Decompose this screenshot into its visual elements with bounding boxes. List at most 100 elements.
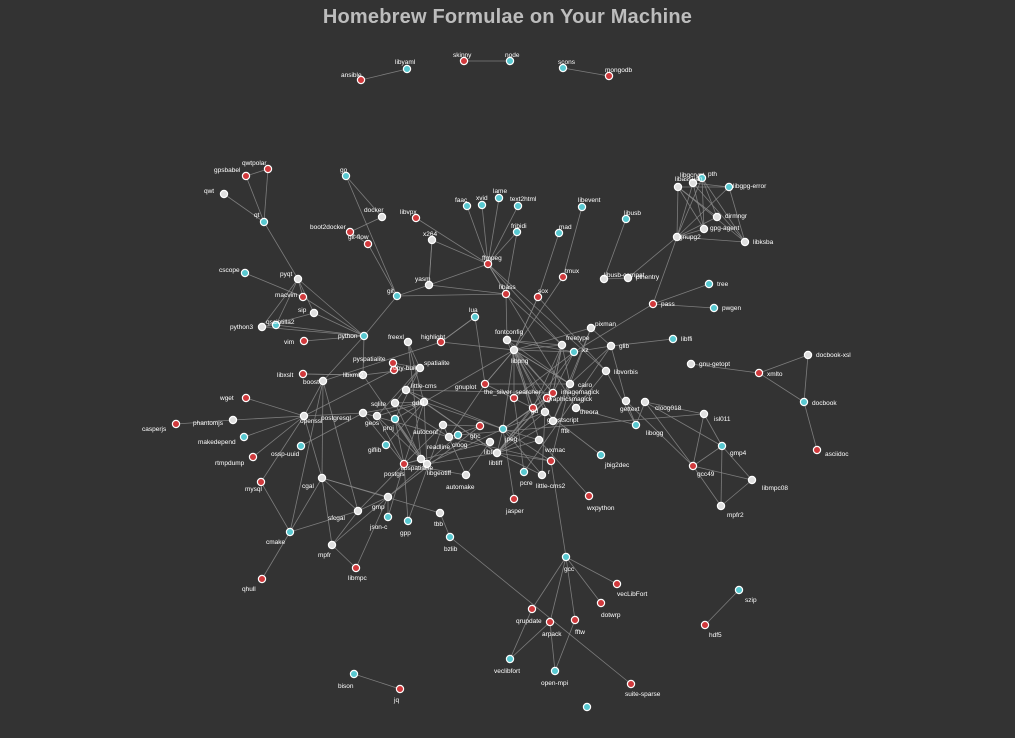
graph-node[interactable]: open-mpi bbox=[541, 666, 568, 687]
graph-node[interactable]: libmpc08 bbox=[747, 475, 788, 492]
graph-node[interactable]: qt bbox=[254, 212, 269, 227]
graph-node[interactable]: casperjs bbox=[142, 419, 181, 433]
node-dot[interactable] bbox=[219, 189, 229, 199]
node-dot[interactable] bbox=[558, 272, 568, 282]
node-dot[interactable] bbox=[480, 379, 490, 389]
node-dot[interactable] bbox=[686, 359, 696, 369]
graph-node[interactable]: dirmngr bbox=[712, 212, 748, 222]
node-dot[interactable] bbox=[501, 289, 511, 299]
node-dot[interactable] bbox=[626, 679, 636, 689]
node-dot[interactable] bbox=[317, 473, 327, 483]
graph-node[interactable]: node bbox=[505, 52, 520, 66]
node-dot[interactable] bbox=[483, 259, 493, 269]
node-dot[interactable] bbox=[569, 347, 579, 357]
node-dot[interactable] bbox=[571, 403, 581, 413]
graph-node[interactable]: libmpc bbox=[348, 563, 368, 582]
graph-node[interactable]: python3 bbox=[230, 322, 267, 332]
node-dot[interactable] bbox=[436, 337, 446, 347]
graph-node[interactable]: mongodb bbox=[604, 67, 632, 81]
graph-node[interactable]: gdal bbox=[412, 397, 429, 407]
node-dot[interactable] bbox=[747, 475, 757, 485]
node-dot[interactable] bbox=[383, 512, 393, 522]
node-dot[interactable] bbox=[435, 508, 445, 518]
graph-node[interactable]: cloog018 bbox=[640, 397, 682, 412]
node-dot[interactable] bbox=[565, 379, 575, 389]
node-dot[interactable] bbox=[345, 227, 355, 237]
node-dot[interactable] bbox=[416, 454, 426, 464]
graph-node[interactable]: cgal bbox=[302, 473, 327, 490]
node-dot[interactable] bbox=[540, 407, 550, 417]
graph-node[interactable]: little-cms2 bbox=[536, 470, 566, 490]
graph-node[interactable]: asciidoc bbox=[812, 445, 849, 458]
graph-node[interactable]: git-flow bbox=[348, 234, 373, 249]
graph-node[interactable]: qscintilla2 bbox=[266, 319, 295, 330]
graph-node[interactable]: jpeg bbox=[498, 424, 518, 443]
node-dot[interactable] bbox=[356, 75, 366, 85]
node-dot[interactable] bbox=[358, 370, 368, 380]
graph-node[interactable]: qwtpolar bbox=[242, 160, 273, 174]
node-dot[interactable] bbox=[612, 579, 622, 589]
node-dot[interactable] bbox=[688, 178, 698, 188]
node-dot[interactable] bbox=[604, 71, 614, 81]
node-dot[interactable] bbox=[528, 403, 538, 413]
node-dot[interactable] bbox=[403, 516, 413, 526]
node-dot[interactable] bbox=[318, 376, 328, 386]
graph-node[interactable]: libass bbox=[499, 284, 516, 299]
node-dot[interactable] bbox=[298, 369, 308, 379]
graph-node[interactable]: gettext bbox=[620, 396, 640, 413]
graph-node[interactable]: text2html bbox=[510, 196, 537, 211]
node-dot[interactable] bbox=[596, 598, 606, 608]
graph-node[interactable]: tbb bbox=[434, 508, 445, 528]
graph-node[interactable]: libusb bbox=[621, 210, 641, 224]
graph-node[interactable]: gpsbabel bbox=[214, 167, 251, 181]
node-dot[interactable] bbox=[505, 654, 515, 664]
node-dot[interactable] bbox=[545, 617, 555, 627]
graph-node[interactable]: suite-sparse bbox=[625, 679, 661, 698]
node-dot[interactable] bbox=[621, 214, 631, 224]
graph-node[interactable]: libksba bbox=[740, 237, 774, 247]
graph-node[interactable]: rtmpdump bbox=[215, 452, 258, 467]
graph-node[interactable]: proj bbox=[383, 414, 400, 432]
graph-node[interactable]: wxmac bbox=[534, 435, 566, 454]
graph-node[interactable]: openssl bbox=[299, 411, 323, 425]
graph-node[interactable]: libevent bbox=[577, 197, 601, 212]
graph-node[interactable]: gcc bbox=[561, 552, 575, 573]
node-dot[interactable] bbox=[427, 235, 437, 245]
node-dot[interactable] bbox=[533, 292, 543, 302]
node-dot[interactable] bbox=[445, 532, 455, 542]
graph-node[interactable]: gd bbox=[528, 403, 539, 415]
graph-node[interactable]: vim bbox=[284, 336, 309, 346]
node-dot[interactable] bbox=[392, 291, 402, 301]
graph-node[interactable]: gpg-agent bbox=[699, 224, 739, 234]
node-dot[interactable] bbox=[241, 171, 251, 181]
node-dot[interactable] bbox=[570, 615, 580, 625]
graph-node[interactable]: freetype bbox=[557, 335, 590, 350]
graph-node[interactable]: vecLibFort bbox=[612, 579, 648, 598]
graph-node[interactable]: jbig2dec bbox=[596, 450, 630, 469]
node-dot[interactable] bbox=[381, 440, 391, 450]
node-dot[interactable] bbox=[263, 164, 273, 174]
node-dot[interactable] bbox=[438, 420, 448, 430]
node-dot[interactable] bbox=[734, 585, 744, 595]
node-dot[interactable] bbox=[542, 393, 552, 403]
node-dot[interactable] bbox=[419, 397, 429, 407]
node-dot[interactable] bbox=[596, 450, 606, 460]
node-dot[interactable] bbox=[502, 335, 512, 345]
graph-node[interactable]: docbook-xsl bbox=[803, 350, 851, 360]
node-dot[interactable] bbox=[712, 212, 722, 222]
node-dot[interactable] bbox=[700, 620, 710, 630]
graph-node[interactable]: pwgen bbox=[709, 303, 742, 313]
node-dot[interactable] bbox=[363, 239, 373, 249]
graph-node[interactable]: mpfr bbox=[318, 540, 337, 559]
node-dot[interactable] bbox=[171, 419, 181, 429]
graph-node[interactable]: lame bbox=[493, 188, 507, 203]
graph-node[interactable]: libvorbis bbox=[601, 366, 639, 376]
node-dot[interactable] bbox=[411, 213, 421, 223]
graph-node[interactable]: cloog bbox=[452, 430, 468, 449]
graph-node[interactable]: ruby-build bbox=[389, 365, 420, 375]
graph-node[interactable]: sfcgal bbox=[328, 506, 363, 522]
graph-node[interactable]: pinentry bbox=[623, 273, 660, 283]
node-dot[interactable] bbox=[699, 409, 709, 419]
node-dot[interactable] bbox=[554, 228, 564, 238]
graph-node[interactable]: mysql bbox=[245, 477, 266, 493]
